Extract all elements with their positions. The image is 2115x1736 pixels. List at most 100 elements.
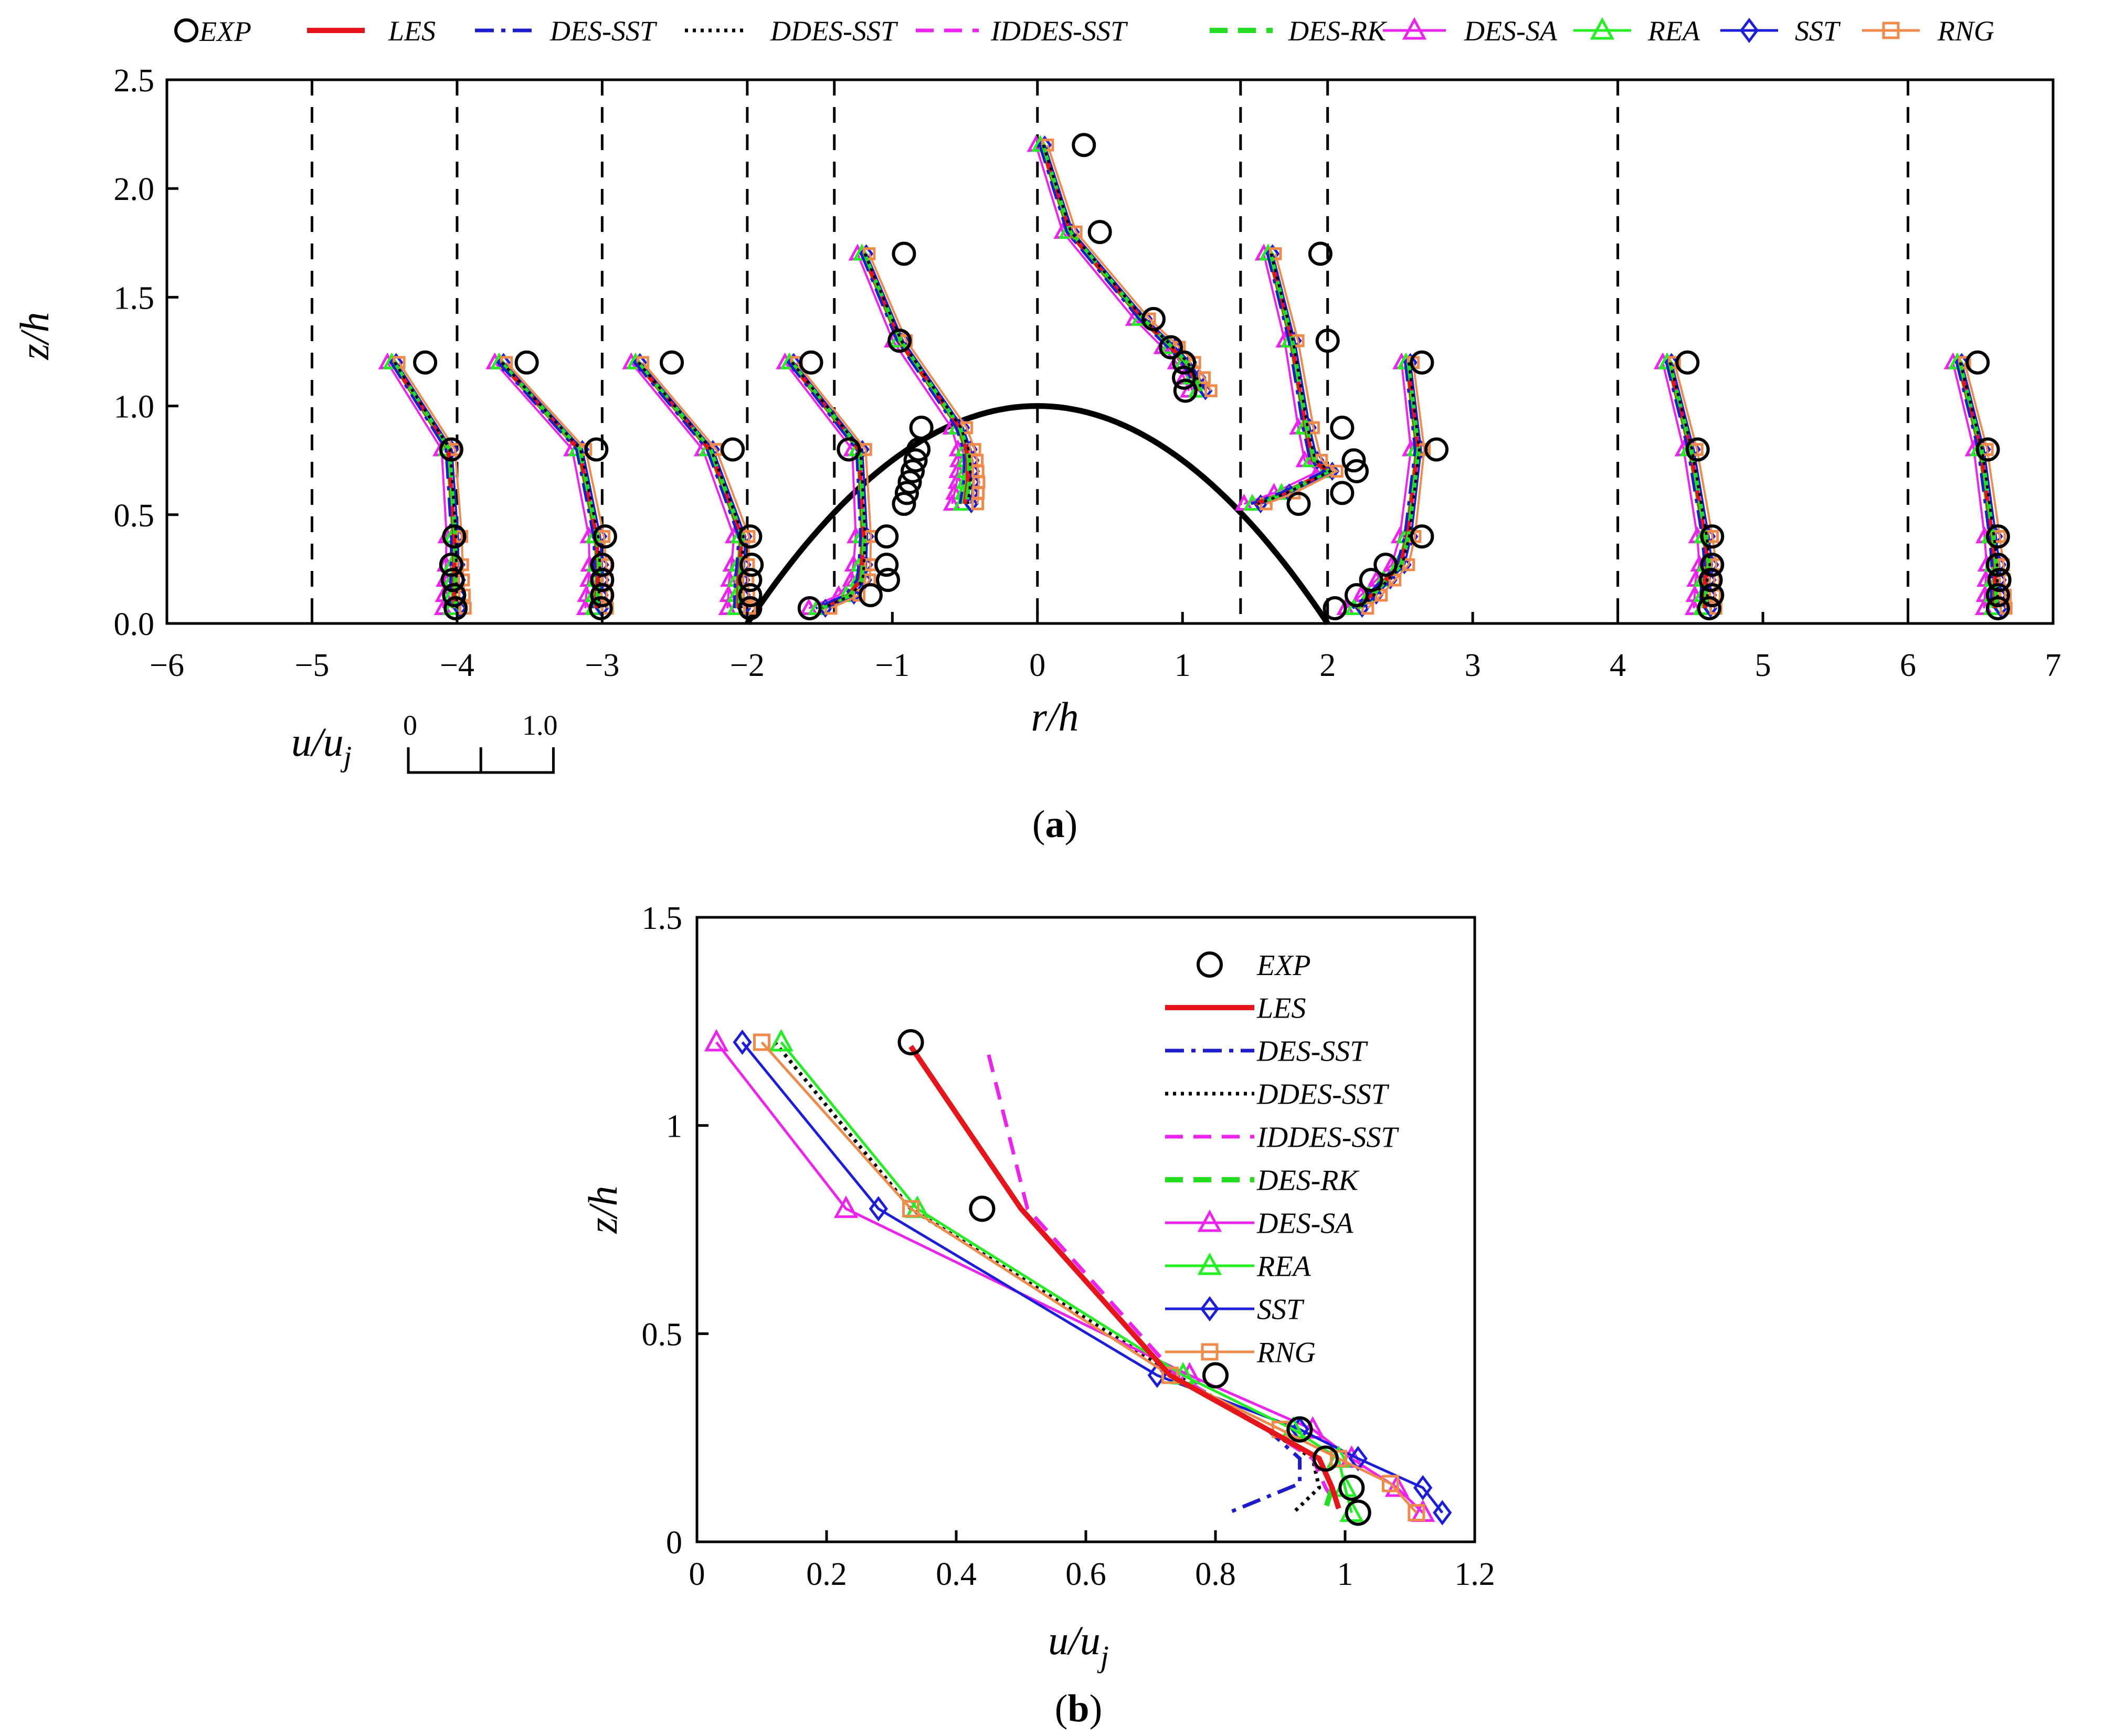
scale-bar-label: u/uj: [291, 719, 352, 773]
profile-marker-exp: [1373, 553, 1398, 577]
profile-marker-exp: [590, 553, 615, 577]
series-marker-rea: [769, 1029, 794, 1052]
profile-marker-exp: [442, 524, 467, 549]
profile-marker-exp: [1087, 220, 1112, 245]
panel-b-y-ticks: 0 0.5 1 1.5: [642, 901, 708, 1561]
x-tick-label: −2: [730, 648, 765, 683]
legend-marker-rea: [1590, 17, 1615, 40]
y-tick-label: 1.5: [642, 901, 683, 936]
x-tick-label: 6: [1900, 648, 1916, 683]
profile-marker-exp: [892, 492, 916, 516]
series-les: [908, 1045, 1341, 1509]
profile-marker-exp: [739, 553, 764, 577]
profile-marker-exp: [590, 583, 615, 608]
profile-marker-exp: [1975, 437, 2000, 462]
profile-marker-exp: [1344, 459, 1369, 483]
scale-bar-end-label: 1.0: [522, 710, 558, 741]
profile-line-ddes-sst: [863, 253, 972, 504]
legend-marker-rng: [1882, 22, 1900, 39]
profile-line-ddes-sst: [1257, 253, 1333, 505]
panel-b-series: [704, 1029, 1452, 1526]
profile-marker-exp: [443, 596, 468, 620]
legend-label-rng: RNG: [1937, 15, 1994, 47]
profile-line-rng: [642, 362, 751, 609]
profile-line-rng: [868, 253, 980, 504]
profile-marker-rng: [456, 558, 469, 571]
profile-marker-exp: [1171, 350, 1196, 375]
legend-marker-sst: [1200, 1296, 1220, 1322]
profile-marker-exp: [1985, 596, 2010, 620]
profile-marker-exp: [584, 437, 609, 462]
profile-marker-exp: [1072, 133, 1096, 157]
profile-marker-exp: [1700, 553, 1725, 577]
profile-marker-exp: [897, 470, 922, 494]
profile-line-des-sst: [497, 362, 596, 609]
profile-line-ddes-sst: [1959, 362, 2000, 609]
legend-label-rea: REA: [1256, 1251, 1311, 1283]
profile-line-ddes-sst: [393, 362, 459, 609]
profile-marker-exp: [1685, 437, 1710, 462]
series-marker-sst: [733, 1029, 752, 1055]
profile-marker-exp: [588, 596, 613, 620]
series-marker-exp: [897, 1029, 924, 1055]
profile-marker-exp: [590, 568, 615, 592]
x-tick-label: 1.2: [1454, 1557, 1495, 1592]
legend-marker-des-sa: [1402, 17, 1427, 40]
panel-a-legend: EXP LES DES-SST DDES-SST IDDES-SST DES-RK DES-…: [174, 15, 1994, 47]
panel-b-label-open: (: [1055, 1687, 1068, 1730]
scale-bar-label-subscript: j: [341, 740, 352, 773]
series-marker-exp: [969, 1195, 996, 1222]
panel-a-label-open: (: [1032, 803, 1045, 846]
profile-marker-exp: [1330, 416, 1355, 440]
legend-marker-sst: [1739, 17, 1759, 44]
profile-marker-exp: [439, 553, 463, 577]
profile-marker-rng: [1388, 573, 1402, 587]
legend-marker-exp: [174, 18, 198, 43]
legend-label-des-sa: DES-SA: [1256, 1208, 1353, 1240]
profile-line-rng: [1046, 144, 1212, 391]
panel-a-hill-profile: [745, 403, 1330, 626]
legend-label-des-sa: DES-SA: [1464, 15, 1558, 47]
series-marker-sst: [1433, 1500, 1452, 1526]
x-tick-label: 7: [2045, 648, 2061, 683]
profile-marker-exp: [1987, 568, 2012, 592]
x-tick-label: 1: [1337, 1557, 1353, 1592]
profile-marker-exp: [1985, 524, 2010, 549]
panel-b-label-letter: b: [1067, 1687, 1089, 1730]
legend-label-les: LES: [388, 15, 436, 47]
scale-bar-line: [407, 747, 555, 774]
profile-marker-exp: [874, 524, 899, 549]
profile-group: [378, 350, 472, 620]
profile-marker-exp: [413, 350, 438, 375]
profile-marker-exp: [799, 350, 823, 375]
profile-marker-exp: [876, 568, 901, 592]
profile-line-ddes-sst: [1358, 362, 1421, 609]
profile-marker-exp: [738, 583, 763, 608]
series-marker-exp: [1312, 1445, 1339, 1472]
panel-a-x-ticks: −6 −5 −4 −3 −2 −1 0 1 2 3 4 5 6 7: [150, 612, 2061, 683]
series-marker-rng: [1381, 1475, 1399, 1492]
profile-marker-exp: [903, 448, 928, 473]
profile-group: [485, 350, 617, 620]
profile-marker-exp: [1697, 596, 1721, 620]
profile-line-ddes-sst: [1042, 144, 1204, 391]
profile-marker-exp: [1344, 583, 1369, 608]
profile-marker-exp: [1698, 568, 1723, 592]
legend-label-iddes-sst: IDDES-SST: [990, 15, 1128, 47]
profile-marker-rng: [852, 588, 866, 602]
profile-line-des-sst: [389, 362, 453, 609]
profile-line-rng: [1963, 362, 2007, 609]
profile-marker-exp: [738, 596, 763, 620]
profile-marker-exp: [1410, 524, 1434, 549]
x-tick-label: 3: [1465, 648, 1481, 683]
profile-marker-exp: [797, 596, 822, 620]
legend-label-des-sst: DES-SST: [549, 15, 658, 47]
profile-marker-exp: [887, 329, 912, 353]
legend-label-sst: SST: [1257, 1294, 1305, 1326]
x-tick-label: 0.4: [936, 1557, 977, 1592]
profile-marker-exp: [892, 241, 916, 266]
profile-marker-exp: [1141, 306, 1166, 331]
profile-marker-exp: [901, 459, 925, 483]
series-line-rng: [760, 1041, 1418, 1514]
profile-marker-exp: [1315, 329, 1340, 353]
